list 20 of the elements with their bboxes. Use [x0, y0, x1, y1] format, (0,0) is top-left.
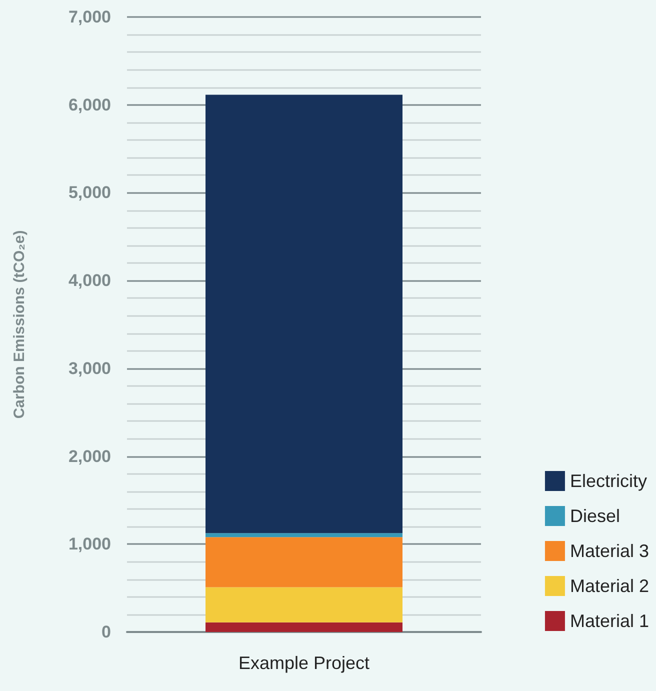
y-tick-label: 2,000	[68, 446, 111, 466]
y-axis-title: Carbon Emissions (tCO₂e)	[11, 230, 28, 419]
legend-label: Diesel	[570, 506, 620, 526]
y-tick-label: 6,000	[68, 95, 111, 114]
bar	[206, 537, 402, 588]
y-tick-label: 5,000	[68, 183, 111, 202]
y-tick-label: 3,000	[68, 358, 111, 378]
legend-label: Material 1	[570, 611, 649, 631]
legend-label: Material 2	[570, 576, 649, 596]
y-tick-label: 7,000	[68, 8, 111, 26]
bar	[206, 587, 402, 622]
bar	[206, 533, 402, 538]
y-tick-label: 0	[102, 622, 111, 642]
y-tick-label: 4,000	[68, 271, 111, 290]
legend-label: Material 3	[570, 541, 649, 561]
y-tick-label: 1,000	[68, 534, 111, 554]
bar	[206, 622, 402, 632]
legend-label: Electricity	[570, 471, 647, 491]
x-tick-label: Example Project	[238, 653, 370, 673]
bar	[206, 94, 402, 534]
